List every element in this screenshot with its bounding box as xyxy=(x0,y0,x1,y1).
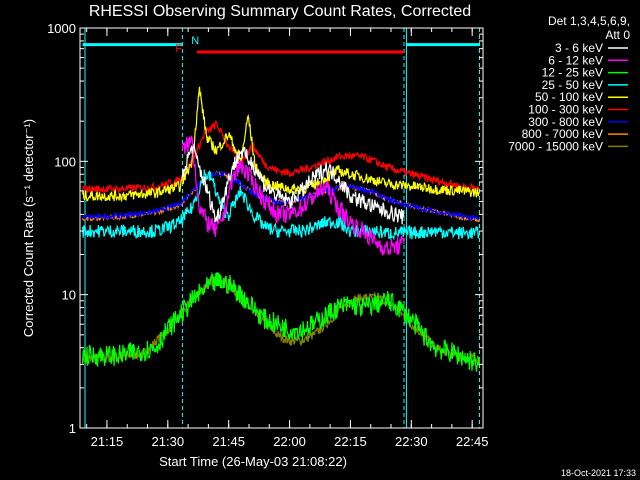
x-tick-label: 21:15 xyxy=(91,434,124,449)
y-axis-label: Corrected Count Rate (s⁻¹ detector⁻¹) xyxy=(21,119,36,337)
y-tick-label: 1 xyxy=(69,421,76,436)
y-tick-label: 100 xyxy=(54,154,76,169)
flag-f: F xyxy=(175,43,182,55)
legend-label: 6 - 12 keV xyxy=(548,53,603,67)
x-tick-label: 22:15 xyxy=(334,434,367,449)
x-tick-label: 22:00 xyxy=(273,434,306,449)
plot-frame xyxy=(79,27,484,429)
timestamp: 18-Oct-2021 17:33 xyxy=(561,468,636,478)
series-line-5 xyxy=(82,119,481,196)
legend-label: 12 - 25 keV xyxy=(542,66,603,80)
legend-label: 25 - 50 keV xyxy=(542,78,603,92)
x-tick-label: 21:45 xyxy=(212,434,245,449)
legend-label: 7000 - 15000 keV xyxy=(508,139,603,153)
legend-label: 100 - 300 keV xyxy=(528,103,603,117)
legend-label: 3 - 6 keV xyxy=(555,41,603,55)
x-tick-label: 22:45 xyxy=(456,434,489,449)
series-line-0 xyxy=(181,142,405,225)
chart-title: RHESSI Observing Summary Count Rates, Co… xyxy=(89,3,471,20)
x-tick-label: 22:30 xyxy=(395,434,428,449)
x-axis-label: Start Time (26-May-03 21:08:22) xyxy=(159,454,347,469)
legend-label: 300 - 800 keV xyxy=(528,115,603,129)
y-tick-label: 10 xyxy=(62,288,76,303)
legend-label: 800 - 7000 keV xyxy=(522,127,603,141)
series-line-2 xyxy=(82,271,481,372)
series-line-6 xyxy=(82,170,481,222)
x-tick-label: 21:30 xyxy=(152,434,185,449)
series-line-4 xyxy=(82,86,480,203)
axes-layer: 1 10 100 1000 21:15 21:30 21:45 22:00 22:15 22:30… xyxy=(47,21,488,449)
y-tick-label: 1000 xyxy=(47,21,76,36)
series-line-3 xyxy=(82,169,481,241)
series-line-1 xyxy=(181,135,405,256)
flag-n: N xyxy=(191,35,199,47)
legend-detectors: Det 1,3,4,5,6,9, xyxy=(548,14,630,28)
data-layer: NF xyxy=(82,28,481,428)
legend-attenuator: Att 0 xyxy=(605,28,630,42)
legend-label: 50 - 100 keV xyxy=(535,90,603,104)
